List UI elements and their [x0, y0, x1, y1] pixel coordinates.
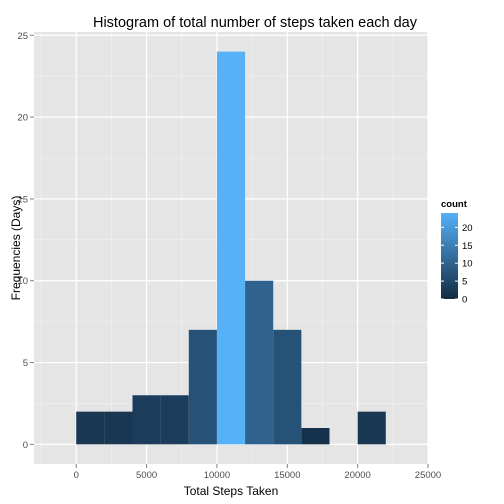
histogram-bar	[104, 411, 133, 445]
legend-colorbar	[441, 213, 458, 299]
legend-label: 10	[462, 259, 473, 270]
y-tick-label: 10	[17, 276, 28, 287]
histogram-bar	[357, 411, 386, 445]
y-axis-ticks: 0 5 10 15 20 25	[17, 31, 34, 451]
x-tick-label: 15000	[274, 470, 300, 481]
histogram-bar	[160, 395, 189, 445]
y-tick-label: 25	[17, 31, 28, 42]
y-tick-label: 20	[17, 113, 28, 124]
chart-title: Histogram of total number of steps taken…	[93, 15, 418, 31]
histogram-bar	[301, 428, 330, 445]
legend-label: 5	[462, 277, 467, 288]
histogram-bar	[76, 411, 105, 445]
legend-title: count	[441, 199, 468, 210]
x-axis-title: Total Steps Taken	[184, 484, 279, 498]
x-tick-label: 25000	[415, 470, 441, 481]
histogram-bar	[273, 329, 302, 445]
legend-label: 0	[462, 295, 467, 306]
x-tick-label: 0	[74, 470, 79, 481]
y-tick-label: 5	[23, 358, 28, 369]
histogram-bar	[245, 280, 274, 445]
x-tick-label: 10000	[204, 470, 230, 481]
x-axis-ticks: 0 5000 10000 15000 20000 25000	[74, 464, 441, 481]
histogram-bar	[188, 329, 217, 445]
histogram-bar	[132, 395, 161, 445]
y-axis-title: Frequencies (Days)	[9, 196, 23, 301]
legend-label: 15	[462, 241, 473, 252]
histogram-bar	[216, 51, 246, 445]
x-tick-label: 20000	[344, 470, 370, 481]
legend: count 0 5 10 15 20	[441, 199, 473, 306]
histogram-bars	[76, 51, 386, 445]
y-tick-label: 15	[17, 194, 28, 205]
legend-label: 20	[462, 223, 473, 234]
x-tick-label: 5000	[136, 470, 157, 481]
y-tick-label: 0	[23, 440, 28, 451]
